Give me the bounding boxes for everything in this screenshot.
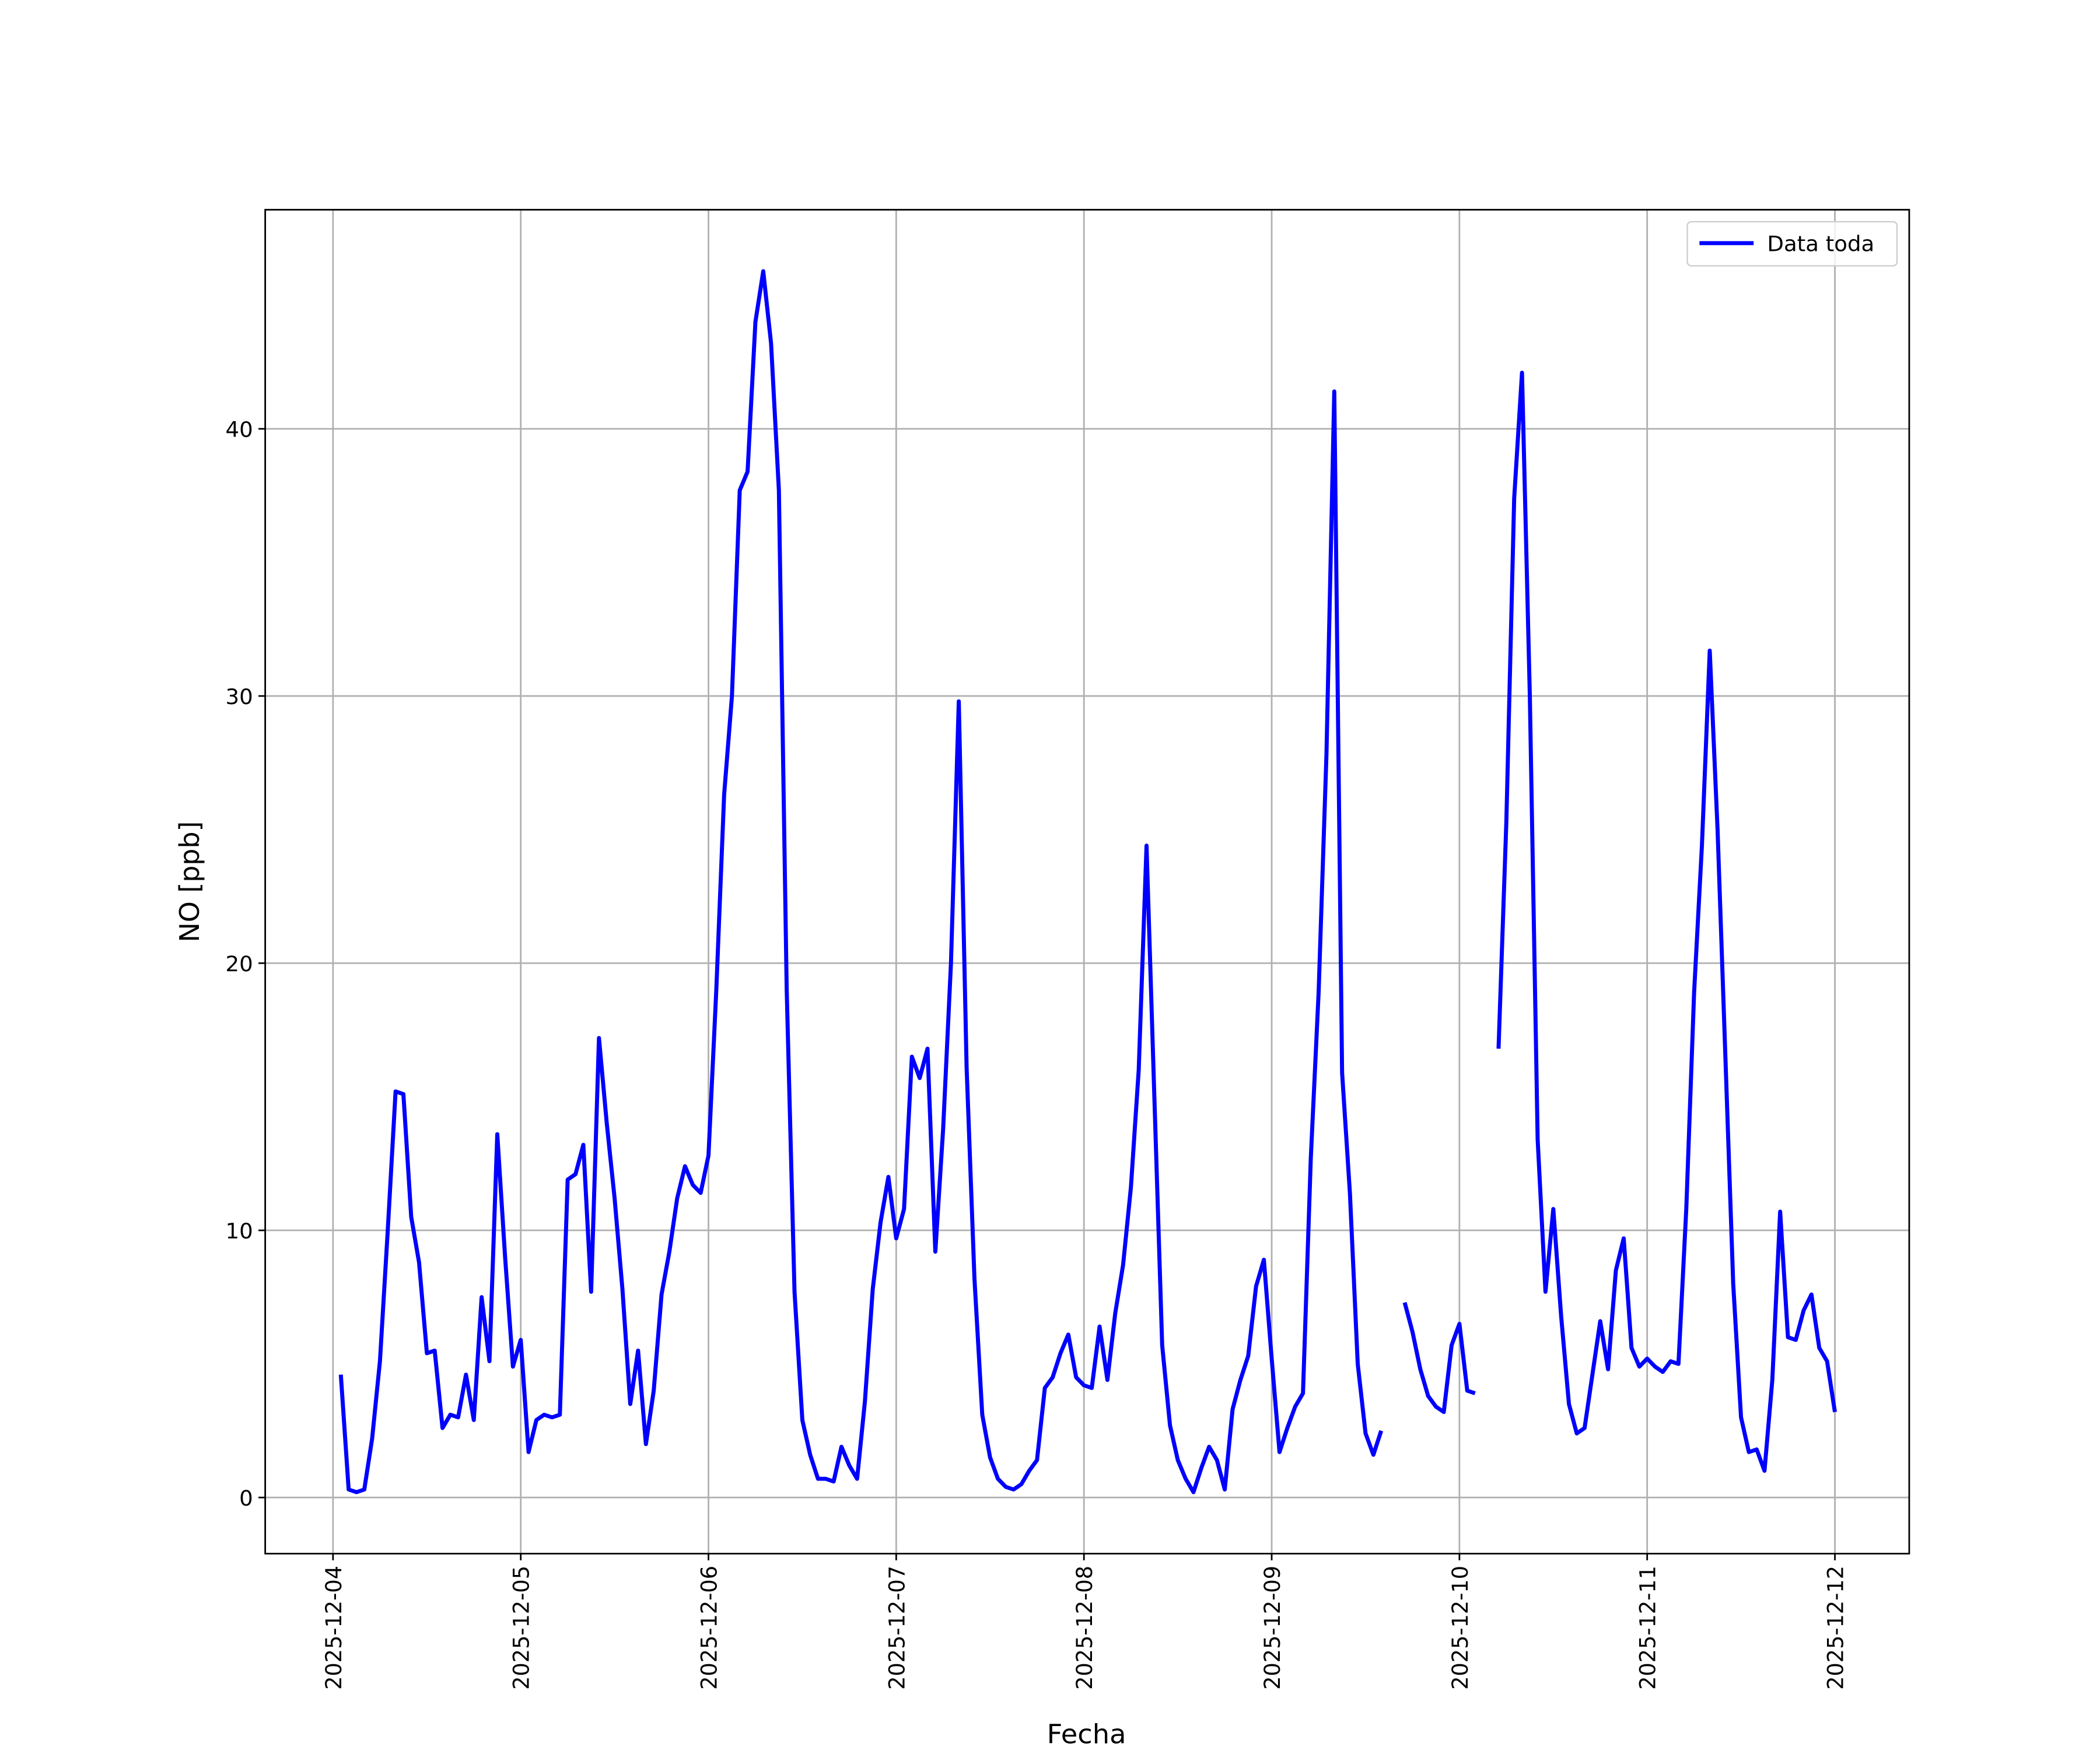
legend-label: Data toda bbox=[1767, 232, 1874, 257]
x-tick-label: 2025-12-04 bbox=[321, 1566, 346, 1690]
axes-frame bbox=[264, 209, 1910, 1555]
x-tick-label: 2025-12-10 bbox=[1448, 1566, 1473, 1690]
y-axis-label: NO [ppb] bbox=[174, 821, 205, 943]
x-axis-label: Fecha bbox=[1047, 1718, 1126, 1750]
grid bbox=[265, 209, 1909, 1554]
x-tick-label: 2025-12-12 bbox=[1823, 1566, 1848, 1690]
legend: Data toda bbox=[1686, 221, 1898, 267]
x-tick-label: 2025-12-09 bbox=[1260, 1566, 1285, 1690]
data-line bbox=[338, 269, 1837, 1494]
y-tick-label: 10 bbox=[226, 1219, 253, 1244]
plot-area bbox=[338, 269, 1837, 1494]
x-tick-label: 2025-12-07 bbox=[884, 1566, 909, 1690]
y-tick-label: 30 bbox=[226, 684, 253, 709]
ticks: 0 10 20 30 40 2025-12-04 2025-12-05 2025-12-06 2… bbox=[226, 417, 1849, 1690]
y-tick-label: 40 bbox=[226, 417, 253, 442]
y-tick-label: 20 bbox=[226, 951, 253, 977]
y-tick-label: 0 bbox=[239, 1486, 253, 1511]
x-tick-label: 2025-12-06 bbox=[696, 1566, 722, 1690]
legend-box bbox=[1686, 221, 1898, 267]
x-tick-label: 2025-12-08 bbox=[1072, 1566, 1097, 1690]
x-tick-label: 2025-12-05 bbox=[509, 1566, 534, 1690]
x-tick-label: 2025-12-11 bbox=[1635, 1566, 1660, 1690]
